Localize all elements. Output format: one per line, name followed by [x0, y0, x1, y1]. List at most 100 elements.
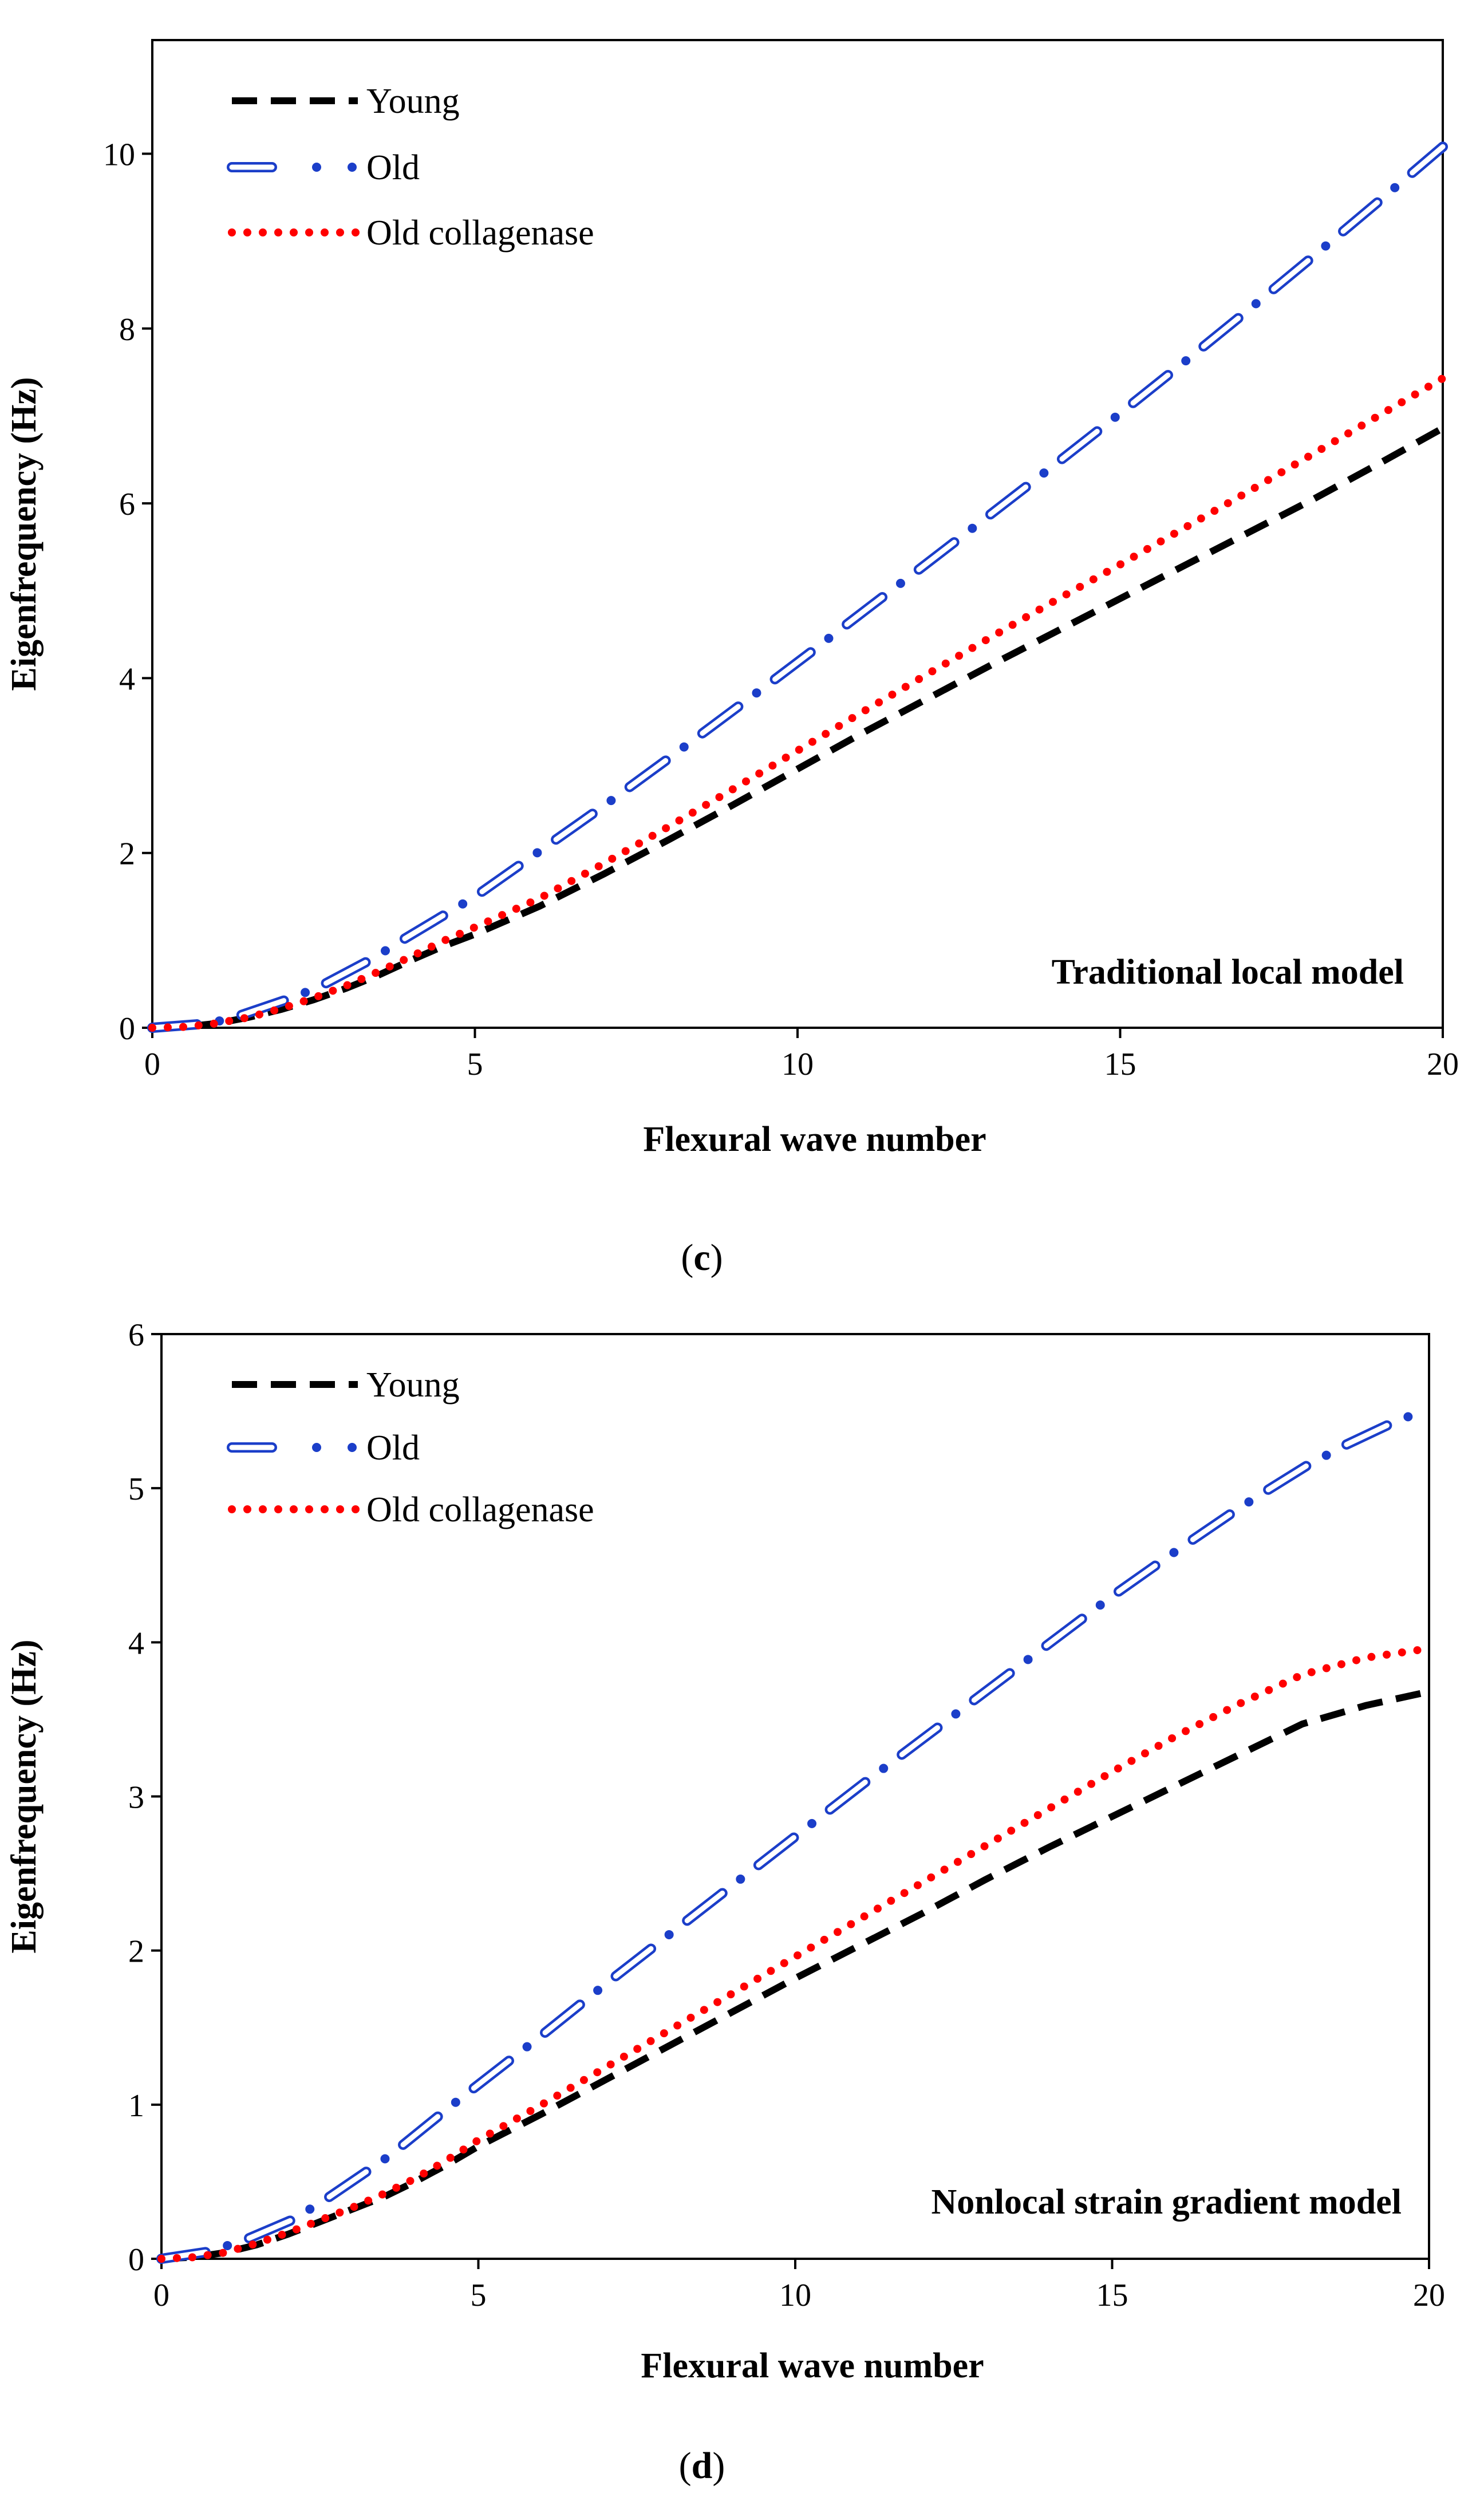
panel-d-series-young: Young	[161, 1366, 1430, 2262]
panel-c-legend-label-old-collagenase: Old collagenase	[366, 214, 594, 253]
panel-d-old-dot	[736, 1874, 745, 1884]
panel-d-old-dot	[951, 1709, 961, 1719]
panel-d-legend-label-old-collagenase: Old collagenase	[366, 1490, 594, 1529]
panel-d-old-dash-inner	[1190, 1512, 1233, 1543]
panel-d-old-dot	[1095, 1600, 1105, 1610]
panel-d-old-dash-inner	[542, 2002, 583, 2035]
panel-d-legend-label-young: Young	[366, 1366, 460, 1405]
panel-d-old-dash-inner	[471, 2058, 512, 2091]
panel-d-old-dash-inner	[971, 1670, 1013, 1703]
panel-d-plot-frame	[160, 1333, 1430, 2260]
panel-d-legend-label-old: Old	[366, 1429, 420, 1467]
panel-d-y-tick-label: 0	[128, 2242, 144, 2278]
panel-c-old-dash-inner	[1201, 315, 1241, 349]
panel-c-old-dot	[381, 946, 390, 956]
panel-d-old-dash-inner	[613, 1946, 654, 1979]
panel-d-legend-swatch-dot	[312, 1443, 321, 1452]
panel-c-old-dash-inner	[916, 539, 957, 573]
panel-c-series-old: Old	[147, 141, 1448, 1033]
panel-d-old-dash-inner	[1044, 1616, 1085, 1648]
panel-c-old-dash-inner	[149, 1021, 200, 1031]
panel-d-old-dot	[1321, 1450, 1331, 1460]
panel-c-series-old-collagenase: Old collagenase	[148, 214, 1447, 1032]
panel-d-old-dot	[664, 1930, 674, 1939]
panel-c-old-dash-inner	[1130, 372, 1171, 406]
panel-c-y-tick-label: 0	[119, 1011, 135, 1047]
panel-c-old-dash-inner	[700, 704, 741, 736]
panel-d-old-dot	[879, 1764, 889, 1773]
panel-c-old-dash-inner	[323, 960, 369, 986]
panel-d-y-tick-label: 3	[128, 1780, 144, 1816]
panel-d-series-old: Old	[156, 1412, 1413, 2264]
panel-c-x-tick-label: 0	[144, 1047, 160, 1082]
panel-d-old-dash-inner	[1265, 1463, 1309, 1493]
panel-d-model-annotation: Nonlocal strain gradient model	[932, 2183, 1402, 2222]
panel-c-y-tick-label: 8	[119, 312, 135, 348]
panel-c-chart: 0 5 10 15 20 0 2 4 6 8 10 Flexural wave number Eigen…	[5, 39, 1459, 1159]
panel-d-x-tick-label: 5	[471, 2278, 487, 2313]
panel-c-y-tick-label: 6	[119, 487, 135, 522]
panel-d-old-dash-inner	[159, 2249, 208, 2262]
panel-c-model-annotation: Traditional local model	[1052, 953, 1404, 992]
panel-c-old-dot	[1039, 468, 1049, 478]
panel-c-label: (c)	[681, 1237, 723, 1279]
panel-d-y-tick-label: 4	[128, 1626, 144, 1661]
panel-d-old-dash-inner	[326, 2169, 369, 2200]
panel-d-old-dot	[451, 2097, 460, 2107]
panel-d-old-dot	[1403, 1412, 1413, 1422]
panel-c-old-dot	[301, 988, 310, 997]
panel-d-old-dash-inner	[899, 1725, 940, 1757]
panel-c-old-dash-inner	[844, 594, 885, 627]
panel-c-old-dot	[532, 848, 542, 858]
panel-c-old-dash-inner	[402, 913, 446, 941]
panel-c-old-dot	[458, 899, 468, 909]
panel-c-old-dash-inner	[1410, 144, 1446, 176]
panel-c-x-tick-label: 10	[782, 1047, 814, 1082]
panel-d-x-tick-label: 0	[153, 2278, 169, 2313]
panel-c-old-dot	[1181, 356, 1191, 366]
panel-c-old-dot	[895, 578, 905, 588]
panel-d-old-dot	[1169, 1548, 1179, 1557]
panel-c-old-dash-inner	[239, 998, 287, 1018]
panel-c-old-dash-inner	[553, 811, 595, 842]
panel-c-legend-label-young: Young	[366, 82, 460, 121]
panel-c-old-dash-inner	[988, 484, 1029, 517]
panel-d-old-dot	[380, 2154, 390, 2164]
panel-d-legend-swatch-dot	[348, 1443, 357, 1452]
panel-c-old-dash-inner	[627, 758, 669, 790]
panel-c-old-dot	[679, 742, 689, 752]
panel-c-y-tick-label: 2	[119, 837, 135, 872]
panel-c-x-tick-label: 20	[1427, 1047, 1459, 1082]
panel-c-old-dot	[752, 688, 761, 698]
panel-d-label: (d)	[679, 2445, 725, 2487]
panel-c-x-tick-label: 5	[467, 1047, 483, 1082]
panel-d-x-tick-label: 15	[1096, 2278, 1128, 2313]
panel-d-old-dot	[1023, 1655, 1033, 1664]
panel-d-series-old-collagenase: Old collagenase	[157, 1490, 1433, 2263]
panel-d-old-dot	[522, 2042, 532, 2052]
panel-c-old-dash-inner	[1340, 200, 1380, 234]
panel-d-x-axis-label: Flexural wave number	[641, 2346, 984, 2385]
panel-d-old-dash-inner	[1344, 1423, 1390, 1447]
panel-c-old-dot	[1251, 299, 1261, 309]
panel-d-y-tick-label: 1	[128, 2088, 144, 2124]
panel-d-old-dash-inner	[827, 1780, 868, 1812]
panel-c-x-tick-label: 15	[1104, 1047, 1136, 1082]
panel-c-old-dot	[968, 523, 977, 533]
panel-d-old-dot	[807, 1818, 817, 1828]
panel-d-line-old-collagenase	[157, 1644, 1433, 2263]
panel-d-old-dash-inner	[1116, 1563, 1158, 1595]
panel-d-old-dash-inner	[400, 2114, 441, 2148]
panel-d-line-young	[161, 1688, 1430, 2262]
panel-c-old-dot	[824, 633, 834, 643]
panel-c-line-old-collagenase	[148, 374, 1447, 1032]
panel-c-old-dash-inner	[1059, 428, 1100, 462]
panel-c-legend-swatch-dot	[312, 163, 321, 172]
panel-c-old-dot	[606, 796, 616, 806]
panel-d-y-tick-label: 2	[128, 1934, 144, 1970]
panel-c-y-axis-label: Eigenfrequency (Hz)	[5, 377, 44, 691]
panel-d-y-tick-label: 6	[128, 1317, 144, 1353]
panel-c-old-dash-inner	[772, 649, 814, 682]
panel-d-x-tick-label: 10	[779, 2278, 811, 2313]
